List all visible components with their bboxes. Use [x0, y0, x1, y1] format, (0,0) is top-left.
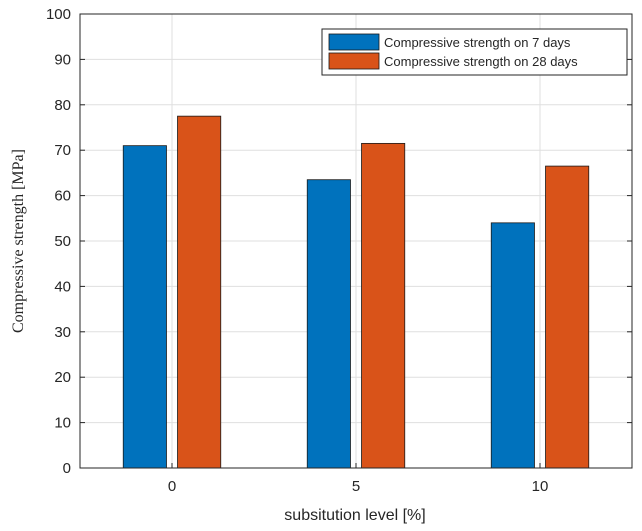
y-tick-label: 0 — [63, 460, 71, 477]
y-tick-label: 100 — [46, 6, 71, 23]
bar-7-days-5 — [306, 179, 351, 469]
bar-28-days-5 — [361, 142, 406, 469]
y-tick-label: 70 — [54, 142, 71, 159]
bars — [122, 115, 590, 469]
y-tick-label: 40 — [54, 278, 71, 295]
legend-label: Compressive strength on 28 days — [384, 54, 578, 69]
legend-label: Compressive strength on 7 days — [384, 35, 571, 50]
x-tick-label: 5 — [352, 478, 360, 495]
y-tick-label: 30 — [54, 324, 71, 341]
bar-28-days-0 — [177, 115, 222, 469]
bar-7-days-10 — [490, 222, 535, 469]
x-axis-title: subsitution level [%] — [284, 507, 425, 524]
y-tick-label: 10 — [54, 415, 71, 432]
bar-28-days-10 — [545, 165, 590, 469]
legend: Compressive strength on 7 days Compressiv… — [321, 28, 628, 76]
y-tick-label: 50 — [54, 233, 71, 250]
y-axis-title: Compressive strength [MPa] — [10, 149, 27, 333]
axes — [79, 13, 633, 469]
x-tick-label: 10 — [532, 478, 549, 495]
y-tick-label: 90 — [54, 51, 71, 68]
y-tick-label: 60 — [54, 188, 71, 205]
y-tick-label: 80 — [54, 97, 71, 114]
x-tick-label: 0 — [168, 478, 176, 495]
legend-swatch — [328, 52, 380, 70]
tick-labels: 0 10 20 30 40 50 60 70 80 90 100 0 5 10 — [46, 6, 548, 495]
legend-swatch — [328, 33, 380, 51]
y-tick-label: 20 — [54, 369, 71, 386]
bar-7-days-0 — [122, 145, 167, 469]
